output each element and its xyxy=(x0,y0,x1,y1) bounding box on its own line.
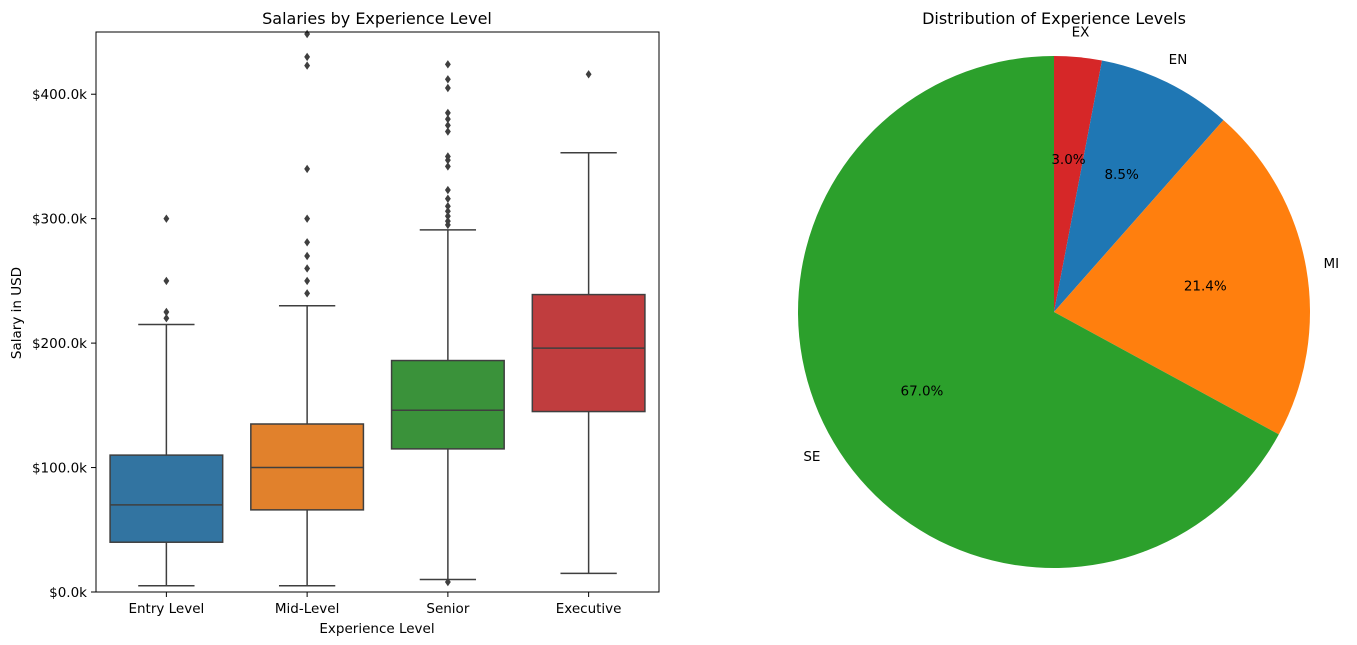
outlier-point xyxy=(304,61,311,70)
outlier-point xyxy=(304,289,311,298)
pie-title: Distribution of Experience Levels xyxy=(922,9,1186,28)
outlier-point xyxy=(304,164,311,174)
outlier-point xyxy=(304,276,311,286)
outlier-point xyxy=(444,162,451,171)
boxplot-x-axis: Entry Level Mid-Level Senior Executive xyxy=(128,592,621,617)
pie-panel: EX 3.0% EN 8.5% MI 21.4% SE 67.0% Distribution … xyxy=(797,9,1339,569)
outlier-point xyxy=(444,185,451,195)
pie-slice-ex xyxy=(1054,56,1103,312)
pie-slice-mi xyxy=(1054,120,1310,435)
outlier-point xyxy=(444,577,451,587)
box-iqr xyxy=(109,454,224,543)
box-iqr xyxy=(390,359,505,450)
y-tick-label: $200.0k xyxy=(32,336,87,352)
outlier-point xyxy=(444,114,451,124)
pie-slice-se xyxy=(797,56,1279,569)
outlier-point xyxy=(444,75,451,84)
pie-percent-ex: 3.0% xyxy=(1051,152,1085,168)
y-tick-label: $300.0k xyxy=(32,212,87,228)
outlier-point xyxy=(163,214,170,223)
outlier-point xyxy=(444,211,451,221)
boxplot-x-axis-label: Experience Level xyxy=(319,621,434,637)
outlier-point xyxy=(444,194,451,203)
outlier-point xyxy=(304,251,311,261)
y-tick-label: $100.0k xyxy=(32,461,87,477)
outlier-point xyxy=(163,314,170,323)
x-tick-label: Mid-Level xyxy=(275,601,339,617)
x-tick-label: Entry Level xyxy=(128,601,204,617)
box-senior xyxy=(390,60,505,587)
outlier-point xyxy=(444,108,451,118)
outlier-point xyxy=(163,276,170,286)
pie-labels: EX 3.0% EN 8.5% MI 21.4% SE 67.0% xyxy=(803,25,1339,465)
pie-slices xyxy=(797,56,1310,569)
outlier-point xyxy=(304,29,311,39)
outlier-point xyxy=(444,60,451,69)
outlier-point xyxy=(444,83,451,93)
boxplot-title: Salaries by Experience Level xyxy=(262,9,492,28)
pie-percent-se: 67.0% xyxy=(901,383,944,399)
pie-label-se: SE xyxy=(803,449,820,465)
outlier-point xyxy=(444,127,451,136)
box-entry-level xyxy=(109,214,224,587)
pie-label-ex: EX xyxy=(1072,25,1090,41)
boxplot-frame xyxy=(95,31,660,593)
outlier-point xyxy=(304,238,311,247)
outlier-point xyxy=(444,216,451,226)
outlier-point xyxy=(444,152,451,161)
pie-percent-mi: 21.4% xyxy=(1184,278,1227,294)
outlier-point xyxy=(304,264,311,273)
pie-percent-en: 8.5% xyxy=(1104,167,1138,183)
boxplot-y-axis-label: Salary in USD xyxy=(9,267,25,359)
pie-slice-en xyxy=(1054,60,1224,312)
outlier-point xyxy=(304,52,311,62)
box-iqr xyxy=(531,293,646,413)
outlier-point xyxy=(585,70,592,79)
pie-label-mi: MI xyxy=(1324,256,1340,272)
x-tick-label: Executive xyxy=(556,601,622,617)
boxplot-plot-area xyxy=(95,29,660,593)
outlier-point xyxy=(444,202,451,211)
outlier-point xyxy=(304,214,311,223)
box-mid-level xyxy=(250,29,365,587)
y-tick-label: $0.0k xyxy=(49,585,87,601)
box-executive xyxy=(531,70,646,575)
y-tick-label: $400.0k xyxy=(32,87,87,103)
x-tick-label: Senior xyxy=(426,601,469,617)
outlier-point xyxy=(444,207,451,216)
pie-label-en: EN xyxy=(1169,52,1188,68)
outlier-point xyxy=(163,307,170,317)
outlier-point xyxy=(444,121,451,130)
boxplot-panel: Salaries by Experience Level $0.0k $100.0… xyxy=(9,9,660,637)
boxplot-y-axis: $0.0k $100.0k $200.0k $300.0k $400.0k xyxy=(32,87,96,601)
